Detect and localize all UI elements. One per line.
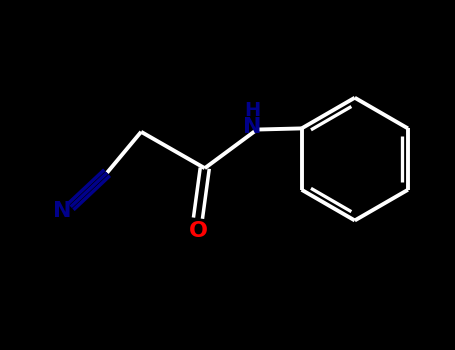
Text: O: O [188,221,207,241]
Text: N: N [243,117,262,137]
Text: N: N [53,201,72,221]
Text: H: H [244,101,261,120]
